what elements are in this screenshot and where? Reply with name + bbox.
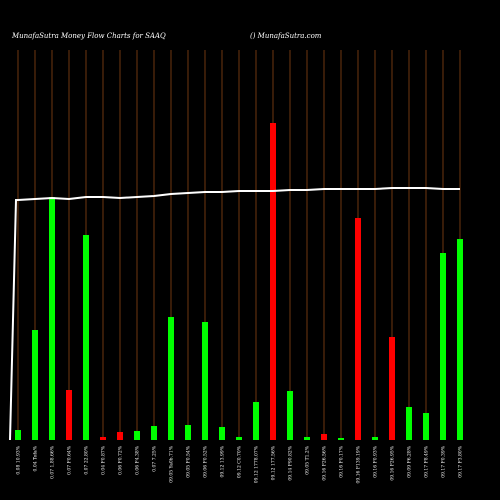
x-tick-label: 09.17 F3.80% [458, 445, 464, 477]
bar [83, 235, 89, 440]
x-tick-label: 0.07 7.25% [152, 445, 158, 471]
bar [389, 337, 395, 440]
x-tick-label: 09.09 F6.28% [407, 445, 413, 477]
x-tick-label: 0.06 F0.72% [118, 445, 124, 475]
bar [151, 426, 157, 440]
bar [253, 402, 259, 440]
price-line [9, 187, 460, 441]
bar [406, 407, 412, 440]
chart-title: MunafaSutra Money Flow Charts for SAAQ [11, 32, 166, 40]
x-tick-label: 0.04 Tofa% [33, 445, 39, 471]
bar [304, 437, 310, 440]
x-tick-label: 09.12 13.99% [220, 445, 226, 477]
bar [15, 430, 21, 440]
x-tick-label: 09.05 F0.54% [186, 445, 192, 477]
x-tick-label: 09.06 F0.52% [203, 445, 209, 477]
x-tick-label: 09.16 F139.19% [356, 445, 362, 483]
bar [287, 391, 293, 440]
x-tick-label: 09.16 F26.56% [322, 445, 328, 480]
x-tick-label: 09.16 F0.93% [373, 445, 379, 477]
bar [236, 437, 242, 440]
chart-subtitle: () MunafaSutra.com [250, 32, 322, 40]
bar [117, 432, 123, 440]
bar [49, 197, 55, 440]
bar [372, 437, 378, 440]
bar [423, 413, 429, 440]
x-tick-label: 09.17 F0.39% [441, 445, 447, 477]
x-tick-label: 0.07 F0.64% [67, 445, 73, 475]
x-tick-label: 09.12 177.56% [271, 445, 277, 480]
x-tick-label: 0.07 1,88.66% [50, 445, 56, 479]
x-tick-label: 09.14 F90.82% [288, 445, 294, 480]
bar [270, 123, 276, 440]
bar [457, 239, 463, 440]
bar [202, 322, 208, 440]
bar [134, 431, 140, 440]
x-tick-label: 0.06 F4.38% [135, 445, 141, 475]
x-tick-label: 09.17 F8.49% [424, 445, 430, 477]
x-tick-label: 0.07 22.80% [84, 445, 90, 474]
bar [100, 437, 106, 440]
bar [338, 438, 344, 440]
x-tick-label: 09.12 1778.07% [254, 445, 260, 483]
x-tick-label: 09.05 Ya0b.71% [169, 445, 175, 483]
x-tick-label: 09.16 F26.95% [390, 445, 396, 480]
bar [66, 390, 72, 440]
x-tick-label: 0.04 F0.87% [101, 445, 107, 475]
bar [355, 218, 361, 440]
bar [321, 434, 327, 440]
x-tick-label: 09.12 C0.70% [237, 445, 243, 478]
x-tick-label: 09.16 F0.17% [339, 445, 345, 477]
bar [185, 425, 191, 440]
x-tick-label: 0.08 10.93% [16, 445, 22, 474]
x-tick-label: 09.05 T1.2% [305, 445, 311, 474]
bar [168, 317, 174, 440]
bar [440, 253, 446, 440]
bar [32, 330, 38, 440]
bar [219, 427, 225, 440]
